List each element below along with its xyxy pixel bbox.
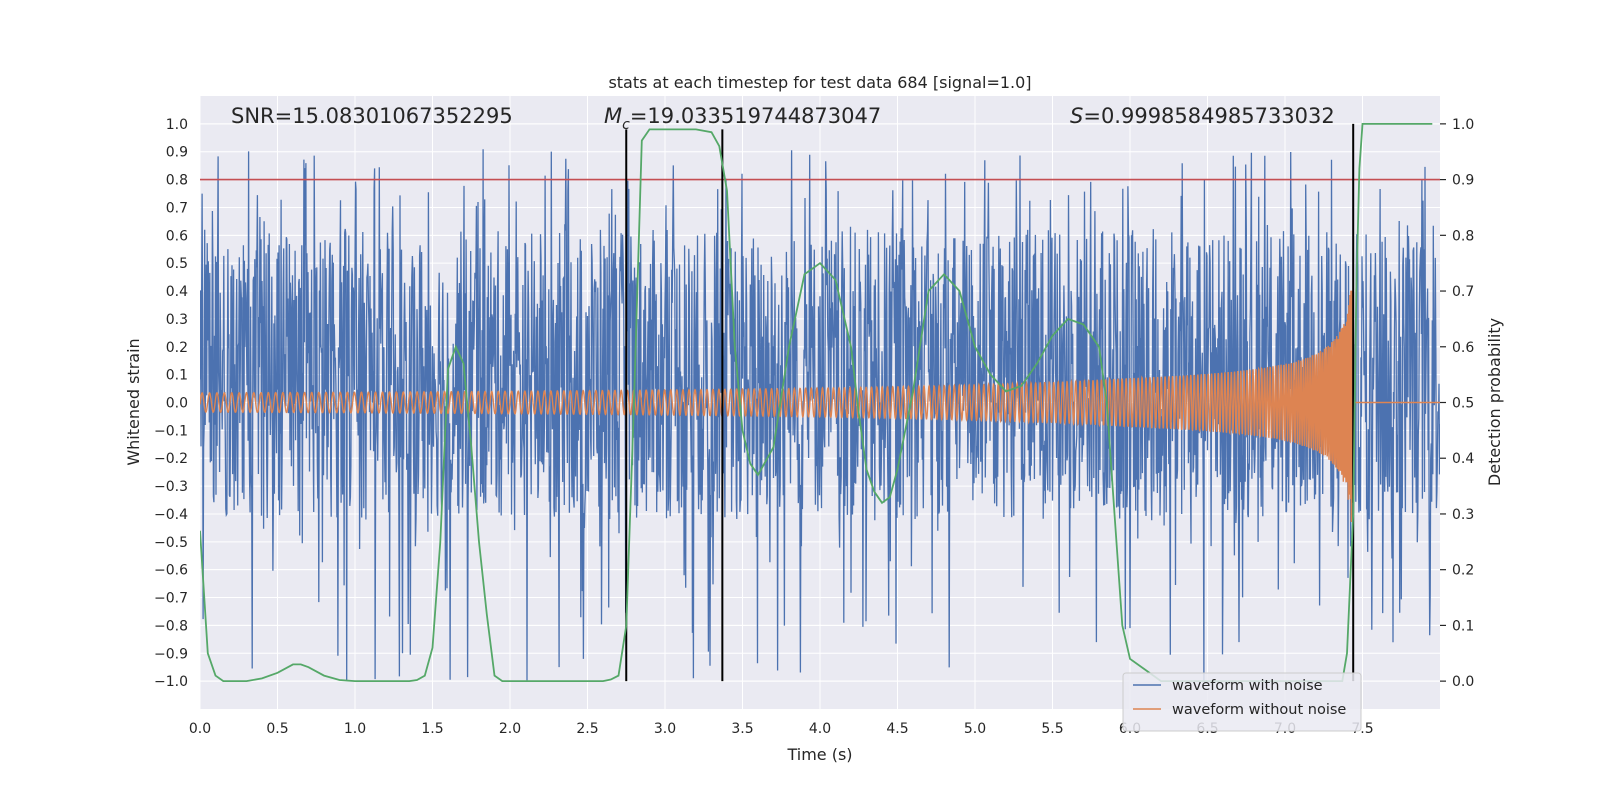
left-tick-label: 0.8 bbox=[166, 173, 188, 189]
score-annotation: S=0.9998584985733032 bbox=[1070, 104, 1335, 128]
left-tick-label: −0.9 bbox=[154, 646, 188, 662]
left-tick-label: −0.6 bbox=[154, 563, 188, 579]
right-axis-ticks: 0.0 0.1 0.2 0.3 0.4 0.5 0.6 0.7 0.8 0.9 1.0 bbox=[1440, 117, 1474, 690]
left-tick-label: 0.6 bbox=[166, 228, 188, 244]
right-tick-label: 0.5 bbox=[1452, 396, 1474, 412]
left-tick-label: −0.7 bbox=[154, 591, 188, 607]
x-tick-label: 2.5 bbox=[576, 721, 598, 737]
legend-label-clean: waveform without noise bbox=[1172, 702, 1346, 718]
left-axis-ticks: −1.0 −0.9 −0.8 −0.7 −0.6 −0.5 −0.4 −0.3 −0.2 −0.1… bbox=[154, 117, 188, 690]
x-tick-label: 2.0 bbox=[499, 721, 521, 737]
chirp-mass-subscript: c bbox=[622, 117, 630, 133]
score-value: =0.9998584985733032 bbox=[1083, 104, 1334, 128]
x-tick-label: 4.0 bbox=[809, 721, 831, 737]
right-tick-label: 0.7 bbox=[1452, 284, 1474, 300]
x-tick-label: 1.5 bbox=[421, 721, 443, 737]
waveform-with-noise-line bbox=[200, 149, 1440, 682]
right-tick-label: 0.2 bbox=[1452, 563, 1474, 579]
x-tick-label: 3.5 bbox=[731, 721, 753, 737]
right-tick-label: 0.0 bbox=[1452, 674, 1474, 690]
right-tick-label: 0.4 bbox=[1452, 451, 1474, 467]
left-tick-label: 0.2 bbox=[166, 340, 188, 356]
right-tick-label: 1.0 bbox=[1452, 117, 1474, 133]
waveform-without-noise-line bbox=[200, 290, 1440, 523]
left-tick-label: 0.3 bbox=[166, 312, 188, 328]
left-tick-label: −0.1 bbox=[154, 423, 188, 439]
left-tick-label: 0.0 bbox=[166, 396, 188, 412]
left-tick-label: −0.2 bbox=[154, 451, 188, 467]
right-axis-label: Detection probability bbox=[1485, 318, 1504, 486]
right-tick-label: 0.1 bbox=[1452, 618, 1474, 634]
chart-title: stats at each timestep for test data 684… bbox=[608, 73, 1031, 92]
x-tick-label: 5.0 bbox=[964, 721, 986, 737]
chirp-mass-symbol: M bbox=[604, 104, 622, 128]
vertical-markers bbox=[625, 123, 1355, 682]
left-tick-label: 1.0 bbox=[166, 117, 188, 133]
x-tick-label: 5.5 bbox=[1041, 721, 1063, 737]
left-tick-label: −0.8 bbox=[154, 618, 188, 634]
x-tick-label: 1.0 bbox=[344, 721, 366, 737]
x-tick-label: 3.0 bbox=[654, 721, 676, 737]
left-tick-label: 0.4 bbox=[166, 284, 188, 300]
x-tick-label: 0.5 bbox=[266, 721, 288, 737]
left-axis-label: Whitened strain bbox=[124, 338, 143, 465]
right-tick-label: 0.9 bbox=[1452, 173, 1474, 189]
left-tick-label: 0.5 bbox=[166, 256, 188, 272]
x-tick-label: 0.0 bbox=[189, 721, 211, 737]
left-tick-label: −1.0 bbox=[154, 674, 188, 690]
right-tick-label: 0.8 bbox=[1452, 228, 1474, 244]
legend-label-noise: waveform with noise bbox=[1172, 678, 1323, 694]
left-tick-label: 0.9 bbox=[166, 145, 188, 161]
left-tick-label: −0.5 bbox=[154, 535, 188, 551]
chirp-mass-value: =19.033519744873047 bbox=[630, 104, 881, 128]
detection-probability-line bbox=[200, 123, 1433, 682]
legend: waveform with noise waveform without noi… bbox=[1122, 672, 1362, 732]
left-tick-label: 0.1 bbox=[166, 368, 188, 384]
legend-box bbox=[1122, 672, 1362, 732]
x-tick-label: 4.5 bbox=[886, 721, 908, 737]
right-tick-label: 0.6 bbox=[1452, 340, 1474, 356]
left-tick-label: −0.4 bbox=[154, 507, 188, 523]
score-symbol: S bbox=[1070, 104, 1083, 128]
x-axis-label: Time (s) bbox=[786, 745, 852, 764]
right-tick-label: 0.3 bbox=[1452, 507, 1474, 523]
plot-series bbox=[200, 123, 1440, 682]
chirp-mass-annotation: Mc=19.033519744873047 bbox=[604, 104, 881, 133]
left-tick-label: 0.7 bbox=[166, 200, 188, 216]
left-tick-label: −0.3 bbox=[154, 479, 188, 495]
snr-annotation: SNR=15.08301067352295 bbox=[231, 104, 513, 128]
